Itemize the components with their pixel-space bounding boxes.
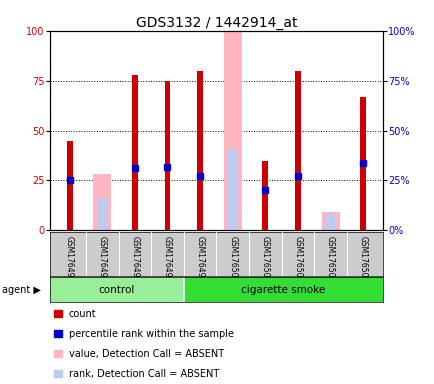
Text: control: control (99, 285, 135, 295)
Text: GSM176502: GSM176502 (293, 236, 302, 282)
Bar (93, 174, 111, 230)
Bar (321, 212, 339, 230)
Bar (50, 277, 183, 302)
Title: GDS3132 / 1442914_at: GDS3132 / 1442914_at (135, 16, 296, 30)
Text: GSM176499: GSM176499 (195, 236, 204, 282)
Text: GSM176504: GSM176504 (358, 236, 367, 282)
Bar (164, 81, 170, 230)
Bar (184, 277, 382, 302)
Text: agent ▶: agent ▶ (2, 285, 41, 295)
Text: GSM176497: GSM176497 (130, 236, 139, 282)
Text: GSM176498: GSM176498 (163, 236, 171, 282)
Bar (132, 74, 138, 230)
Bar (66, 141, 72, 230)
Bar (359, 97, 365, 230)
Bar (325, 214, 335, 230)
Bar (294, 71, 300, 230)
Bar (197, 71, 203, 230)
Bar (223, 31, 241, 230)
Bar (97, 199, 107, 230)
Bar (227, 149, 237, 230)
Text: GSM176501: GSM176501 (260, 236, 269, 282)
Text: value, Detection Call = ABSENT: value, Detection Call = ABSENT (69, 349, 224, 359)
Text: percentile rank within the sample: percentile rank within the sample (69, 329, 233, 339)
Text: GSM176503: GSM176503 (326, 236, 334, 282)
Text: GSM176496: GSM176496 (98, 236, 106, 282)
Text: GSM176495: GSM176495 (65, 236, 74, 282)
Bar (262, 161, 268, 230)
Text: GSM176500: GSM176500 (228, 236, 237, 282)
Text: count: count (69, 309, 96, 319)
Text: cigarette smoke: cigarette smoke (240, 285, 325, 295)
Text: rank, Detection Call = ABSENT: rank, Detection Call = ABSENT (69, 369, 218, 379)
